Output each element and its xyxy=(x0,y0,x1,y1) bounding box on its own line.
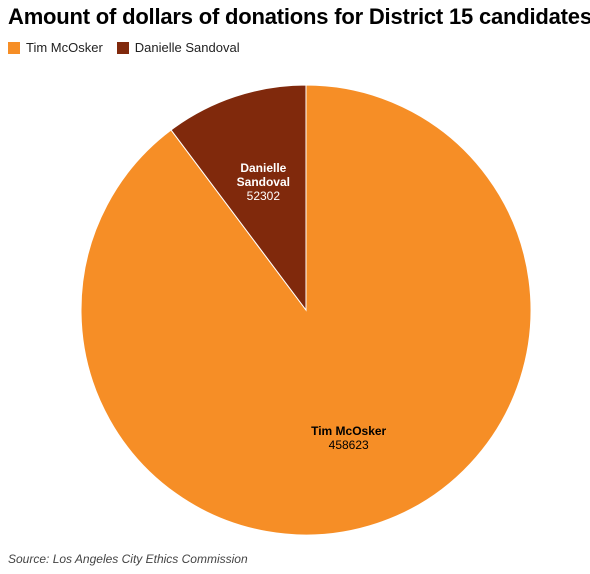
slice-value-danielle-sandoval: 52302 xyxy=(247,189,281,203)
legend: Tim McOsker Danielle Sandoval xyxy=(8,40,254,55)
slice-name-danielle-sandoval: Sandoval xyxy=(237,175,290,189)
legend-item-danielle-sandoval: Danielle Sandoval xyxy=(116,40,240,55)
source-note: Source: Los Angeles City Ethics Commissi… xyxy=(8,552,248,566)
slice-name-danielle-sandoval: Danielle xyxy=(240,161,286,175)
slice-value-tim-mcosker: 458623 xyxy=(329,438,369,452)
legend-swatch-danielle-sandoval xyxy=(116,41,129,54)
legend-label-danielle-sandoval: Danielle Sandoval xyxy=(134,40,240,55)
legend-item-tim-mcosker: Tim McOsker xyxy=(8,40,103,55)
slice-label-danielle-sandoval: Danielle Sandoval 52302 xyxy=(237,161,290,203)
legend-label-tim-mcosker: Tim McOsker xyxy=(26,40,103,55)
chart-title: Amount of dollars of donations for Distr… xyxy=(8,4,590,29)
slice-label-tim-mcosker: Tim McOsker 458623 xyxy=(311,424,386,452)
slice-name-tim-mcosker: Tim McOsker xyxy=(311,424,386,438)
legend-swatch-tim-mcosker xyxy=(8,41,20,54)
pie-slice-danielle-sandoval xyxy=(170,84,307,312)
